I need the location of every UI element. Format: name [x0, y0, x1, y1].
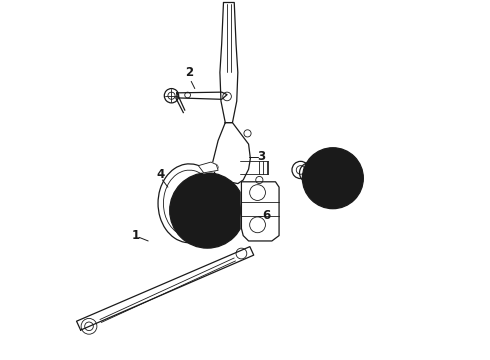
Text: 3: 3 — [257, 150, 265, 163]
Polygon shape — [242, 182, 279, 241]
Circle shape — [170, 173, 245, 248]
Circle shape — [329, 175, 337, 182]
Text: 2: 2 — [185, 66, 194, 79]
Text: 6: 6 — [262, 210, 270, 222]
Polygon shape — [177, 92, 227, 99]
Polygon shape — [76, 247, 254, 330]
Text: 1: 1 — [131, 229, 140, 242]
Text: 5: 5 — [203, 186, 212, 199]
Text: 4: 4 — [157, 168, 165, 181]
Polygon shape — [220, 3, 238, 123]
Text: 7: 7 — [311, 161, 319, 174]
Polygon shape — [213, 123, 250, 184]
Circle shape — [302, 148, 364, 209]
Polygon shape — [198, 162, 218, 173]
Circle shape — [201, 204, 213, 216]
